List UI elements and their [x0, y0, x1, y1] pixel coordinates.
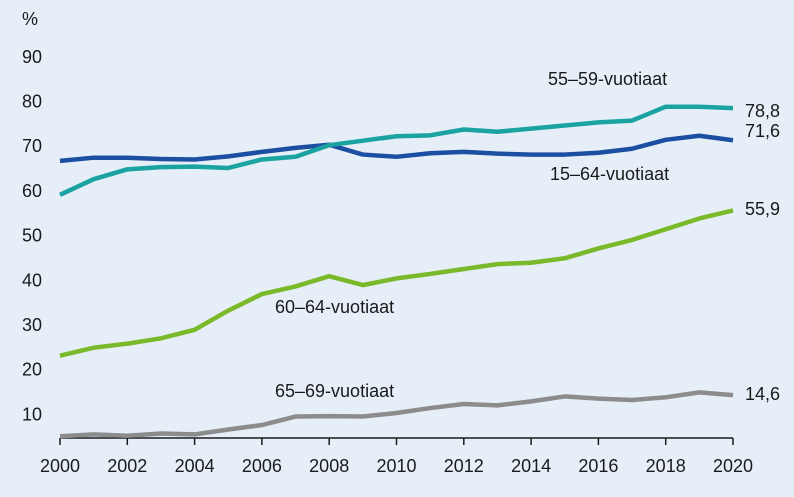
y-unit-label: %: [22, 9, 38, 29]
series-label: 55–59-vuotiaat: [548, 69, 667, 89]
x-tick-label: 2004: [175, 456, 215, 476]
series-line: [59, 133, 734, 164]
x-tick-label: 2008: [309, 456, 349, 476]
x-tick-label: 2016: [578, 456, 618, 476]
series-label: 15–64-vuotiaat: [550, 164, 669, 184]
x-tick-label: 2006: [242, 456, 282, 476]
y-tick-label: 80: [22, 91, 42, 111]
y-tick-label: 70: [22, 136, 42, 156]
series-label: 60–64-vuotiaat: [275, 297, 394, 317]
y-tick-label: 30: [22, 315, 42, 335]
y-tick-label: 90: [22, 47, 42, 67]
x-tick-label: 2020: [713, 456, 753, 476]
x-tick-label: 2002: [107, 456, 147, 476]
value-label: 78,8: [745, 101, 780, 121]
value-label: 55,9: [745, 199, 780, 219]
y-tick-label: 60: [22, 181, 42, 201]
x-tick-label: 2014: [511, 456, 551, 476]
x-tick-label: 2010: [376, 456, 416, 476]
series-line: [59, 390, 734, 439]
value-label: 14,6: [745, 384, 780, 404]
x-tick-label: 2012: [444, 456, 484, 476]
y-tick-label: 20: [22, 360, 42, 380]
value-label: 71,6: [745, 121, 780, 141]
y-tick-label: 40: [22, 270, 42, 290]
series-label: 65–69-vuotiaat: [275, 381, 394, 401]
series-line: [59, 104, 734, 197]
y-tick-label: 50: [22, 226, 42, 246]
x-tick-label: 2018: [646, 456, 686, 476]
x-tick-label: 2000: [40, 456, 80, 476]
series-line: [59, 208, 734, 358]
y-tick-label: 10: [22, 404, 42, 424]
